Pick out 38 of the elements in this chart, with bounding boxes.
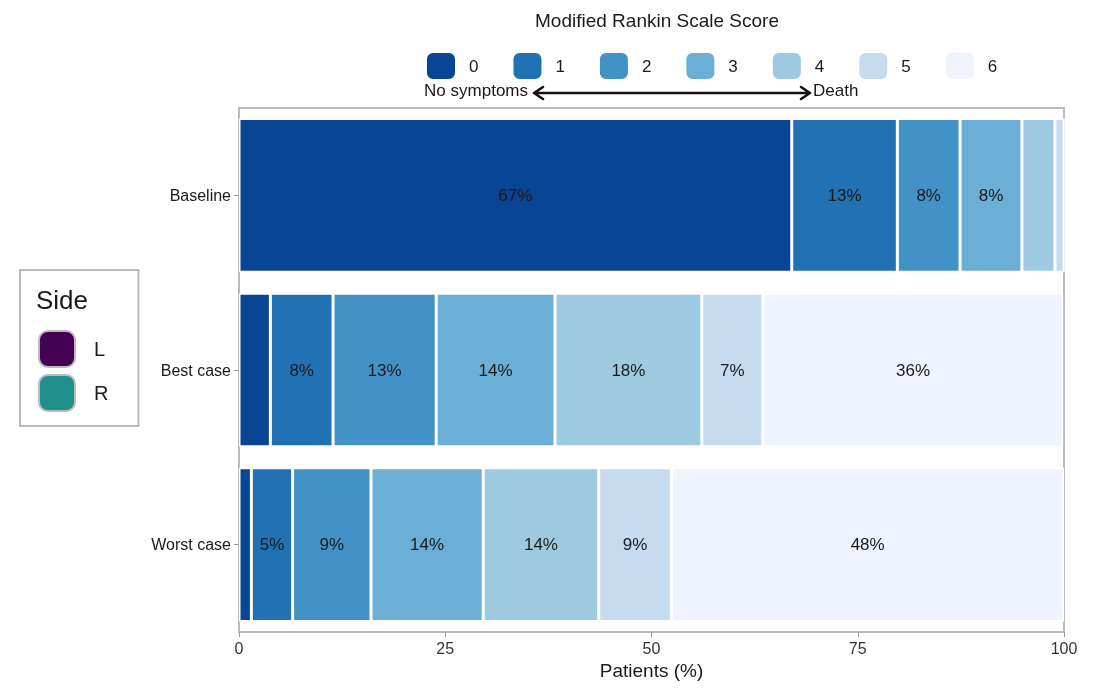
y-tick-label: Baseline xyxy=(169,186,232,204)
text: Side xyxy=(36,285,89,315)
x-tick-label: 100 xyxy=(1050,639,1078,657)
data-label: 9% xyxy=(319,535,345,555)
legend-label: R xyxy=(94,382,109,404)
data-label: 48% xyxy=(850,535,885,555)
x-tick-label: 25 xyxy=(436,639,455,657)
legend-label: L xyxy=(94,338,106,360)
data-label: 8% xyxy=(289,360,314,380)
data-label: 14% xyxy=(410,535,445,555)
data-label: 67% xyxy=(498,185,533,205)
legend-label: 5 xyxy=(901,56,911,76)
data-label: 18% xyxy=(611,360,646,380)
data-label: 13% xyxy=(367,360,402,380)
legend-title: Modified Rankin Scale Score xyxy=(535,10,779,31)
legend-label: 1 xyxy=(555,56,565,76)
legend-label: 3 xyxy=(728,56,738,76)
text: Death xyxy=(813,81,859,100)
data-label: 36% xyxy=(896,360,931,380)
y-tick-label: Best case xyxy=(160,361,232,379)
data-label: 5% xyxy=(259,535,285,555)
legend-label: 4 xyxy=(814,56,825,76)
data-label: 9% xyxy=(622,535,648,555)
data-label: 14% xyxy=(523,535,558,555)
x-axis-title: Patients (%) xyxy=(599,659,704,681)
legend-label: 6 xyxy=(987,56,998,76)
data-label: 13% xyxy=(827,185,862,205)
data-label: 8% xyxy=(916,185,941,205)
y-tick-label: Worst case xyxy=(151,536,232,554)
x-tick-label: 75 xyxy=(848,639,867,657)
text: No symptoms xyxy=(424,81,529,100)
data-label: 14% xyxy=(478,360,513,380)
data-label: 8% xyxy=(978,185,1004,205)
data-label: 7% xyxy=(720,360,745,380)
x-tick-label: 50 xyxy=(642,639,661,657)
x-tick-label: 0 xyxy=(234,639,244,657)
legend-label: 0 xyxy=(469,56,479,76)
legend-label: 2 xyxy=(641,56,652,76)
